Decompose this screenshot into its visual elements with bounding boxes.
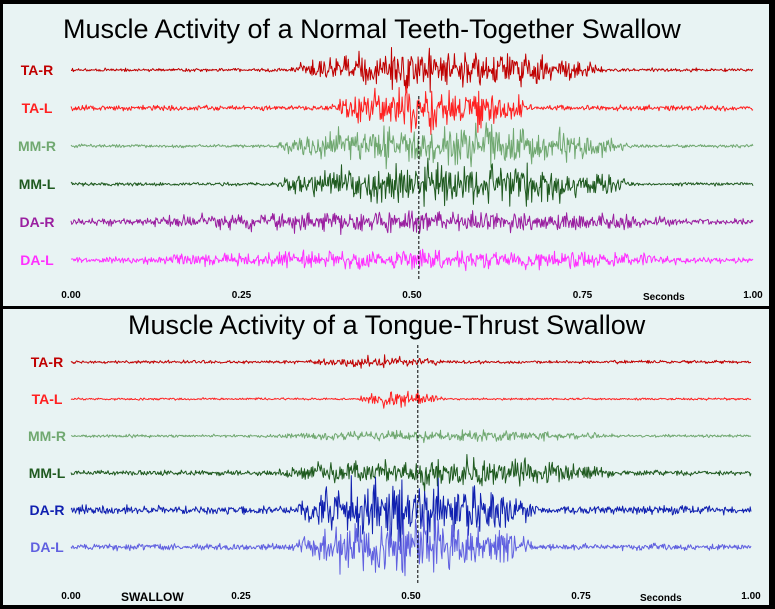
series-label: MM-L	[19, 176, 56, 192]
series-trace	[70, 85, 754, 136]
x-tick-label: 0.75	[573, 290, 593, 301]
series-trace	[70, 122, 754, 170]
chart-normal-swallow: Muscle Activity of a Normal Teeth-Togeth…	[18, 14, 763, 303]
x-tick-label: 0.75	[571, 591, 591, 602]
series-label: TA-L	[22, 100, 53, 116]
x-tick-label: 0.25	[232, 290, 252, 301]
x-unit-label: Seconds	[640, 593, 682, 604]
series-label: DA-R	[20, 214, 55, 230]
swallow-marker-label: SWALLOW	[121, 590, 184, 604]
x-tick-label: 0.25	[231, 591, 251, 602]
x-tick-label: 0.00	[61, 591, 81, 602]
x-tick-label: 1.00	[743, 290, 763, 301]
series-trace	[70, 210, 754, 235]
series-trace	[70, 389, 752, 409]
chart-panel-normal: Muscle Activity of a Normal Teeth-Togeth…	[3, 4, 769, 306]
x-unit-label: Seconds	[643, 292, 685, 303]
chart-tongue-thrust-swallow: Muscle Activity of a Tongue-Thrust Swall…	[28, 310, 761, 604]
series-label: DA-L	[30, 539, 64, 555]
series-trace	[70, 513, 752, 577]
series-label: MM-L	[29, 465, 66, 481]
x-tick-label: 0.50	[401, 591, 421, 602]
x-tick-label: 1.00	[741, 591, 761, 602]
series-label: DA-L	[20, 252, 54, 268]
series-trace	[70, 248, 754, 272]
chart-title: Muscle Activity of a Normal Teeth-Togeth…	[63, 14, 681, 44]
series-label: TA-L	[32, 391, 63, 407]
series-trace	[70, 475, 752, 548]
series-trace	[70, 429, 752, 444]
series-label: MM-R	[18, 138, 56, 154]
series-label: MM-R	[28, 428, 66, 444]
series-trace	[70, 354, 752, 369]
x-tick-label: 0.50	[402, 290, 422, 301]
series-label: TA-R	[31, 354, 63, 370]
series-trace	[70, 47, 754, 93]
x-tick-label: 0.00	[61, 290, 81, 301]
chart-title: Muscle Activity of a Tongue-Thrust Swall…	[128, 310, 646, 340]
series-trace	[70, 157, 754, 207]
series-trace	[70, 454, 752, 493]
chart-panel-tongue-thrust: Muscle Activity of a Tongue-Thrust Swall…	[3, 309, 769, 605]
series-label: DA-R	[30, 502, 65, 518]
series-label: TA-R	[21, 62, 53, 78]
